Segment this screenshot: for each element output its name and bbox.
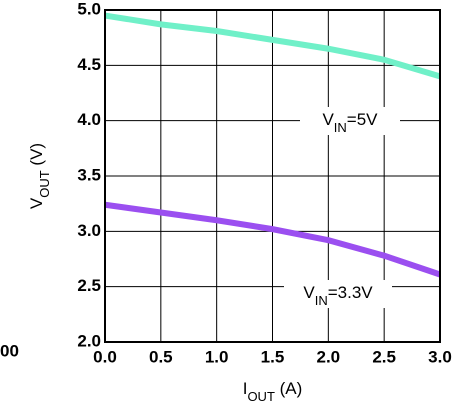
y-tick-label: 4.0	[77, 110, 101, 129]
series-label-part: V	[303, 283, 315, 302]
series-label: VIN=5V	[322, 110, 378, 134]
y-tick-label: 2.5	[77, 276, 101, 295]
series-label-part: =5V	[347, 110, 378, 129]
edge-text: 00	[0, 341, 19, 360]
y-axis-label-part: (V)	[27, 143, 46, 170]
label-box	[284, 280, 392, 308]
x-tick-label: 0.5	[149, 347, 173, 366]
y-tick-label: 4.5	[77, 55, 101, 74]
x-axis-label: IOUT (A)	[243, 379, 303, 403]
series-line	[104, 12, 441, 80]
x-tick-label: 1.0	[205, 347, 229, 366]
x-tick-label: 3.0	[428, 347, 452, 366]
x-tick-label: 0.0	[93, 347, 117, 366]
y-tick-label: 2.0	[77, 331, 101, 350]
x-tick-label: 2.0	[317, 347, 341, 366]
series-line	[104, 201, 441, 278]
y-tick-label: 3.5	[77, 165, 101, 184]
x-tick-label: 1.5	[261, 347, 285, 366]
y-axis-label-part: OUT	[37, 170, 52, 198]
plot-frame	[104, 9, 441, 343]
series-label: VIN=3.3V	[303, 283, 373, 307]
series-label-part: IN	[334, 120, 347, 135]
label-box	[300, 107, 400, 135]
x-tick-label: 2.5	[372, 347, 396, 366]
x-axis-label-part: I	[243, 379, 248, 398]
y-axis-label: VOUT (V)	[27, 143, 51, 209]
series-label-part: V	[322, 110, 334, 129]
series-label-part: IN	[315, 293, 328, 308]
x-axis-label-part: OUT	[247, 389, 275, 404]
series-label-part: =3.3V	[328, 283, 374, 302]
y-axis-label-part: V	[27, 197, 46, 209]
x-axis-label-part: (A)	[275, 379, 302, 398]
y-tick-label: 5.0	[77, 0, 101, 18]
y-tick-label: 3.0	[77, 221, 101, 240]
